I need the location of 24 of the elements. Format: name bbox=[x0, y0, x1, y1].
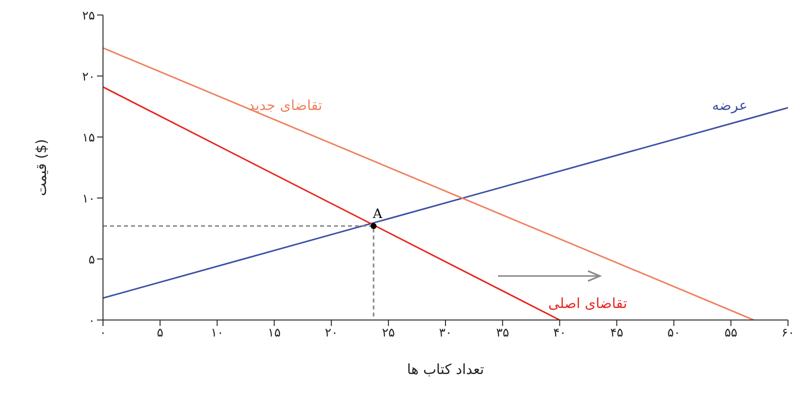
annotation: A bbox=[372, 207, 383, 222]
series-label: تقاضای اصلی bbox=[548, 296, 628, 312]
y-tick-label: ۵ bbox=[88, 252, 95, 266]
x-tick-label: ۰ bbox=[100, 326, 106, 340]
x-tick-label: ۳۵ bbox=[496, 326, 510, 340]
x-tick-label: ۵۰ bbox=[667, 326, 680, 340]
y-tick-label: ۲۵ bbox=[82, 8, 95, 22]
y-axis-title: قیمت ($) bbox=[34, 138, 50, 196]
y-tick-label: ۱۵ bbox=[82, 130, 95, 144]
x-tick-label: ۵۵ bbox=[724, 326, 738, 340]
x-tick-label: ۶۰ bbox=[782, 326, 794, 340]
x-tick-label: ۲۰ bbox=[324, 326, 338, 340]
x-axis-title: تعداد کتاب ها bbox=[406, 362, 484, 378]
y-tick-label: ۲۰ bbox=[82, 69, 95, 84]
x-tick-label: ۱۰ bbox=[210, 326, 224, 340]
series-label: عرضه bbox=[712, 98, 748, 114]
x-tick-label: ۲۵ bbox=[382, 326, 395, 340]
y-tick-label: ۰ bbox=[88, 313, 95, 328]
x-tick-label: ۴۵ bbox=[610, 326, 624, 340]
x-tick-label: ۴۰ bbox=[553, 326, 566, 340]
x-tick-label: ۳۰ bbox=[439, 326, 452, 340]
x-tick-label: ۵ bbox=[156, 326, 164, 340]
y-tick-label: ۱۰ bbox=[82, 191, 95, 206]
x-tick-label: ۱۵ bbox=[268, 326, 281, 340]
